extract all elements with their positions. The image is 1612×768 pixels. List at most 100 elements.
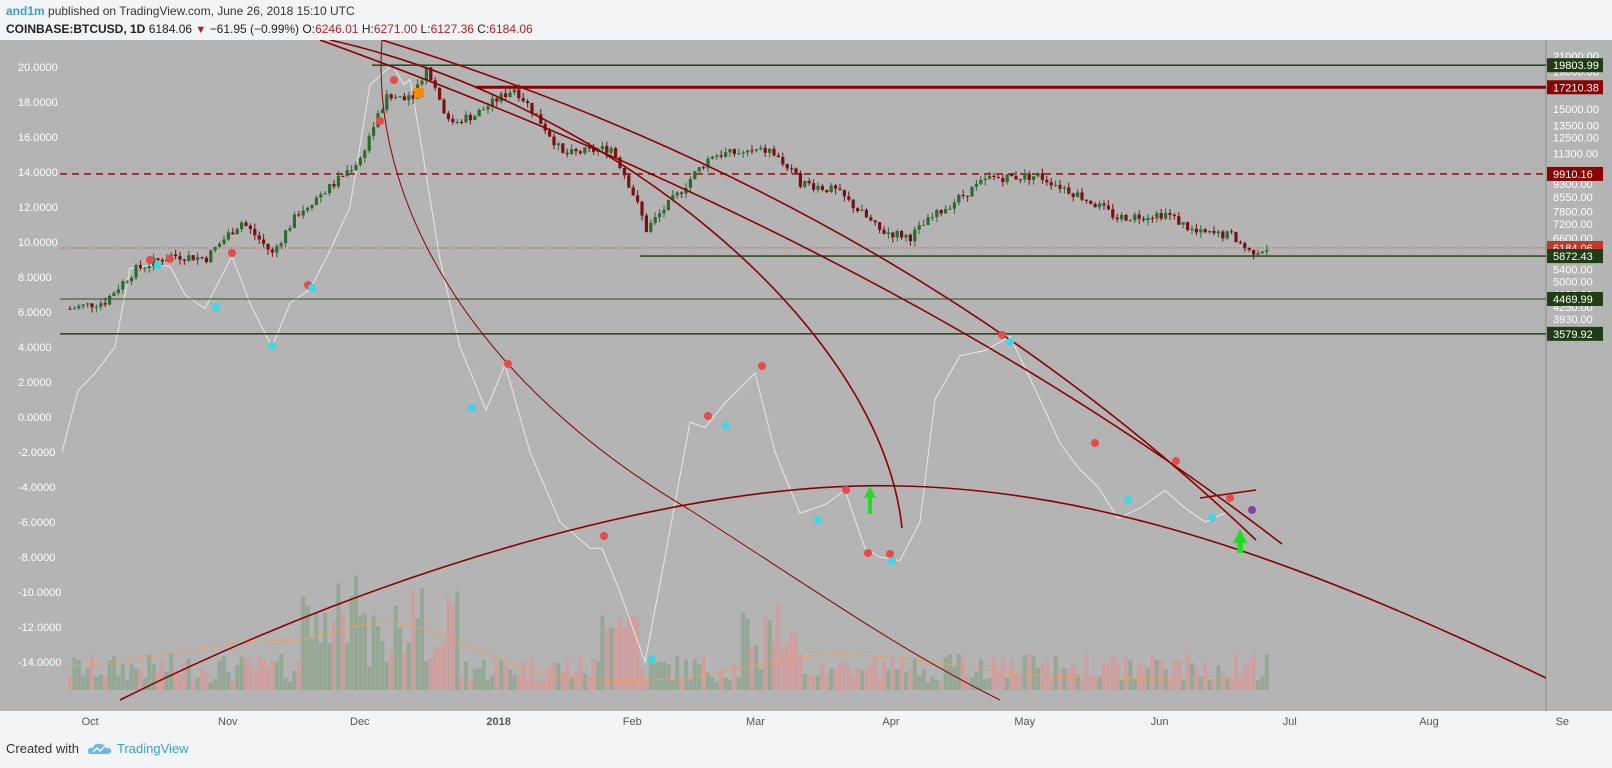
- candle-body: [526, 101, 530, 103]
- candle-body: [926, 217, 930, 225]
- volume-bar: [829, 668, 834, 690]
- right-axis-panel: [1546, 40, 1612, 711]
- volume-bar: [626, 615, 631, 690]
- volume-bar: [191, 681, 196, 690]
- time-axis-label: Mar: [746, 716, 765, 728]
- candle-body: [248, 225, 252, 229]
- volume-bar: [631, 615, 636, 690]
- volume-bar: [279, 654, 284, 690]
- volume-bar: [1251, 654, 1256, 690]
- volume-bar: [1172, 661, 1177, 690]
- candle-body: [1181, 222, 1185, 225]
- volume-bar: [310, 638, 314, 690]
- candle-body: [966, 195, 970, 197]
- left-axis-tick: 4.0000: [18, 342, 52, 354]
- author-name[interactable]: and1m: [6, 4, 45, 18]
- candle-body: [935, 210, 939, 218]
- volume-bar: [160, 661, 165, 690]
- candle-body: [732, 149, 736, 154]
- candle-body: [1260, 251, 1264, 253]
- candle-body: [380, 109, 384, 113]
- volume-bar: [666, 664, 671, 690]
- high-value: 6271.00: [373, 22, 418, 36]
- volume-ma-line: [59, 622, 1241, 682]
- volume-bar: [811, 675, 816, 690]
- volume-bar: [252, 670, 257, 690]
- price-change: −61.95 (−0.99%): [209, 22, 300, 36]
- volume-bar: [569, 677, 574, 690]
- tradingview-brand[interactable]: TradingView: [87, 741, 189, 756]
- sell-signal-marker: [998, 331, 1006, 339]
- trend-curve: [1199, 489, 1257, 499]
- volume-bar: [1238, 675, 1243, 690]
- candle-body: [262, 239, 266, 244]
- candle-body: [948, 208, 952, 210]
- volume-bar: [411, 590, 416, 690]
- candle-body: [1005, 174, 1009, 183]
- candle-body: [746, 150, 750, 153]
- volume-bar: [591, 659, 596, 690]
- candle-body: [473, 116, 477, 121]
- volume-bar: [428, 657, 433, 690]
- price-chart[interactable]: 20.0000 18.0000 16.0000 14.0000 12.0000 10.00…: [0, 40, 1612, 740]
- candle-body: [688, 179, 692, 188]
- volume-bar: [987, 677, 992, 690]
- volume-bar: [367, 666, 372, 690]
- candle-body: [807, 180, 811, 184]
- volume-bar: [538, 681, 543, 690]
- candle-body: [1128, 220, 1132, 222]
- candle-body: [1133, 214, 1137, 221]
- volume-bar: [1058, 670, 1062, 690]
- volume-bar: [288, 681, 292, 690]
- volume-bar: [362, 613, 367, 690]
- volume-bar: [763, 616, 768, 690]
- candle-body: [851, 199, 855, 209]
- volume-bar: [134, 668, 138, 690]
- volume-bar: [679, 678, 684, 690]
- right-axis-tick: 13500.00: [1553, 120, 1599, 132]
- volume-bar: [178, 674, 182, 690]
- candle-body: [156, 258, 160, 260]
- volume-bar: [1014, 673, 1018, 690]
- candle-body: [1023, 173, 1027, 180]
- volume-bar: [1234, 654, 1238, 690]
- candle-body: [1124, 214, 1128, 221]
- candle-body: [121, 281, 125, 290]
- volume-bar: [824, 674, 829, 690]
- volume-bar: [530, 657, 534, 690]
- right-axis-tick: 3930.00: [1553, 314, 1593, 326]
- volume-bar: [754, 645, 759, 690]
- candle-body: [970, 186, 974, 197]
- volume-bar: [424, 660, 429, 690]
- time-axis-label: Nov: [218, 716, 238, 728]
- trend-curve: [329, 40, 903, 529]
- left-axis-tick: -2.0000: [18, 447, 55, 459]
- candle-body: [530, 102, 534, 114]
- volume-bar: [1163, 669, 1168, 690]
- volume-bar: [609, 627, 614, 690]
- volume-bar: [736, 676, 741, 690]
- right-axis-tick: 8550.00: [1553, 192, 1593, 204]
- time-axis-label: Oct: [82, 716, 99, 728]
- candle-body: [521, 98, 525, 102]
- volume-bar: [965, 675, 970, 690]
- volume-bar: [653, 663, 658, 690]
- candle-body: [504, 93, 508, 98]
- volume-bar: [714, 681, 719, 690]
- candle-body: [785, 164, 789, 169]
- volume-bar: [908, 668, 913, 690]
- left-axis-tick: -12.0000: [18, 622, 61, 634]
- candle-body: [548, 130, 552, 137]
- candle-body: [873, 220, 877, 223]
- candle-body: [992, 175, 996, 178]
- volume-bar: [129, 663, 134, 690]
- volume-bar: [1185, 654, 1190, 690]
- buy-signal-marker: [154, 261, 162, 269]
- volume-bar: [1190, 663, 1194, 690]
- candle-body: [372, 127, 376, 136]
- volume-bar: [780, 649, 785, 690]
- volume-bar: [701, 656, 706, 690]
- volume-bar: [1256, 680, 1260, 690]
- volume-bar: [1168, 679, 1172, 690]
- candle-body: [922, 224, 926, 226]
